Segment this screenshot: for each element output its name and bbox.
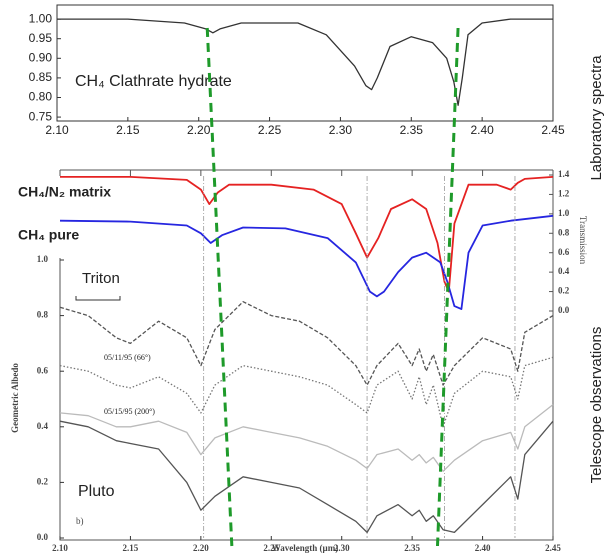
y2-tick-label: 1.2 <box>558 188 570 198</box>
series-label: CH₄/N₂ matrix <box>18 184 111 200</box>
x-tick-label: 2.30 <box>329 123 353 137</box>
y-axis-label: Geometric Albedo <box>10 363 20 433</box>
marker-line <box>435 27 460 547</box>
series-line <box>57 18 553 106</box>
x-tick-label: 2.25 <box>258 123 282 137</box>
x-tick-label: 2.40 <box>470 123 494 137</box>
x-tick-label: 2.20 <box>193 543 209 553</box>
y-tick-label: 0.90 <box>29 50 53 64</box>
x-tick-label: 2.40 <box>475 543 491 553</box>
panel-label: b) <box>76 516 84 526</box>
y2-tick-label: 1.0 <box>558 208 570 218</box>
x-axis-label: Wavelength (µm) <box>272 543 338 553</box>
series-label: CH₄ Clathrate hydrate <box>75 73 232 90</box>
x-tick-label: 2.30 <box>334 543 350 553</box>
y-tick-label: 1.0 <box>37 254 49 264</box>
series-label: 05/15/95 (200°) <box>104 407 155 416</box>
y2-tick-label: 0.4 <box>558 266 570 276</box>
series-label: Pluto <box>78 483 115 500</box>
series-label: Triton <box>82 270 120 287</box>
series-line <box>59 420 554 534</box>
y-tick-label: 0.80 <box>29 90 53 104</box>
y2-tick-label: 0.8 <box>558 227 570 237</box>
marker-line <box>205 27 234 547</box>
top-frame <box>56 4 554 122</box>
y-tick-label: 0.4 <box>37 421 49 431</box>
y-tick-label: 0.8 <box>37 310 49 320</box>
series-label: 05/11/95 (66°) <box>104 353 151 362</box>
x-tick-label: 2.45 <box>545 543 561 553</box>
x-tick-label: 2.45 <box>541 123 565 137</box>
x-tick-label: 2.15 <box>123 543 139 553</box>
y2-tick-label: 0.2 <box>558 286 570 296</box>
y-tick-label: 0.85 <box>29 70 53 84</box>
y2-tick-label: 0.0 <box>558 305 570 315</box>
side-label: Laboratory spectra <box>588 55 605 181</box>
x-tick-label: 2.20 <box>187 123 211 137</box>
y-tick-label: 0.2 <box>37 476 49 486</box>
series-line <box>60 176 554 293</box>
triton-bracket <box>75 296 121 301</box>
x-tick-label: 2.25 <box>263 543 279 553</box>
x-tick-label: 2.15 <box>116 123 140 137</box>
series-line <box>59 356 554 428</box>
series-line <box>59 214 554 310</box>
y-tick-label: 0.0 <box>37 532 49 542</box>
series-line <box>59 404 554 472</box>
y-tick-label: 1.00 <box>29 11 53 25</box>
x-tick-label: 2.35 <box>404 543 420 553</box>
y-tick-label: 0.6 <box>37 365 49 375</box>
y2-axis-label: Transmission <box>578 216 588 265</box>
y2-tick-label: 0.6 <box>558 247 570 257</box>
side-label: Telescope observations <box>588 327 605 484</box>
x-tick-label: 2.10 <box>45 123 69 137</box>
x-tick-label: 2.10 <box>52 543 68 553</box>
series-line <box>59 301 554 386</box>
series-label: CH₄ pure <box>18 227 79 243</box>
y-tick-label: 0.75 <box>29 109 53 123</box>
y-tick-label: 0.95 <box>29 31 53 45</box>
x-tick-label: 2.35 <box>400 123 424 137</box>
y2-tick-label: 1.4 <box>558 169 570 179</box>
bottom-frame <box>59 170 554 541</box>
